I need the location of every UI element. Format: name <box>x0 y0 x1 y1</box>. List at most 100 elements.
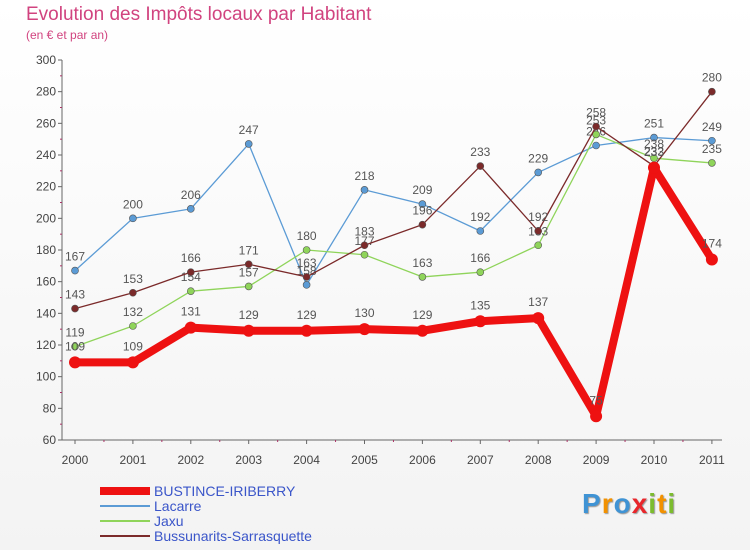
data-label: 135 <box>470 298 490 312</box>
x-tick-label: 2002 <box>177 453 204 467</box>
legend-swatch <box>100 505 150 507</box>
data-label: 163 <box>412 256 432 270</box>
data-point <box>708 136 716 145</box>
data-point <box>360 241 369 250</box>
data-point <box>302 246 311 254</box>
data-point <box>300 324 313 337</box>
data-point <box>360 186 369 194</box>
data-label: 238 <box>644 137 664 151</box>
data-label: 153 <box>123 272 143 286</box>
data-label: 163 <box>297 256 317 270</box>
data-label: 171 <box>239 243 259 257</box>
legend-swatch <box>100 520 150 522</box>
data-label: 232 <box>644 145 664 159</box>
x-tick-label: 2007 <box>467 453 494 467</box>
data-point <box>418 200 427 208</box>
data-label: 109 <box>123 339 143 353</box>
y-tick-label: 60 <box>43 433 57 447</box>
data-point <box>592 130 600 139</box>
data-label: 132 <box>123 305 143 319</box>
data-point <box>184 321 197 334</box>
data-point <box>71 342 79 351</box>
logo-letter: P <box>582 488 602 519</box>
x-tick-label: 2004 <box>293 453 320 467</box>
data-label: 137 <box>528 295 548 309</box>
data-label: 183 <box>354 224 374 238</box>
data-label: 258 <box>586 106 606 120</box>
data-point <box>708 87 716 96</box>
logo-letter: r <box>601 488 614 519</box>
data-point <box>129 288 137 297</box>
legend-swatch <box>100 487 150 495</box>
data-point <box>705 253 718 266</box>
data-point <box>648 161 660 174</box>
data-point <box>416 324 429 337</box>
series-line-bustince-iriberry <box>71 163 716 421</box>
data-label: 166 <box>470 251 490 265</box>
x-tick-label: 2009 <box>583 453 610 467</box>
y-tick-label: 180 <box>36 243 56 257</box>
x-tick-label: 2008 <box>525 453 552 467</box>
y-tick-label: 220 <box>36 180 56 194</box>
data-label: 109 <box>65 339 85 353</box>
x-tick-label: 2006 <box>409 453 436 467</box>
y-tick-label: 140 <box>36 306 56 320</box>
data-label: 119 <box>65 326 84 340</box>
data-label: 233 <box>470 145 490 159</box>
data-label: 167 <box>65 250 85 264</box>
y-tick-label: 120 <box>36 338 56 352</box>
x-tick-label: 2011 <box>699 453 725 467</box>
data-point <box>360 250 369 259</box>
data-label: 206 <box>181 188 201 202</box>
data-label: 235 <box>702 142 722 156</box>
series-line-jaxu <box>74 133 713 348</box>
y-tick-label: 260 <box>36 116 56 130</box>
data-point <box>244 282 253 291</box>
data-point <box>474 315 487 328</box>
data-label: 177 <box>354 234 374 248</box>
data-point <box>187 268 195 276</box>
data-label: 129 <box>412 308 432 322</box>
data-point <box>476 227 485 235</box>
data-point <box>476 162 485 170</box>
x-tick-label: 2001 <box>120 453 147 467</box>
data-point <box>302 273 311 281</box>
data-point <box>418 220 427 229</box>
data-point <box>532 312 545 325</box>
y-tick-label: 280 <box>36 85 56 99</box>
y-tick-label: 300 <box>36 53 56 67</box>
data-label: 200 <box>123 197 143 211</box>
logo-letter: i <box>667 488 677 519</box>
data-label: 166 <box>181 251 201 265</box>
data-label: 174 <box>702 237 722 251</box>
y-tick-label: 200 <box>36 211 56 225</box>
data-label: 129 <box>297 308 317 322</box>
x-tick-label: 2000 <box>62 453 89 467</box>
y-tick-label: 80 <box>43 401 57 415</box>
legend-label: BUSTINCE-IRIBERRY <box>154 483 296 499</box>
data-label: 131 <box>181 305 201 319</box>
data-label: 218 <box>354 169 374 183</box>
data-point <box>590 410 603 423</box>
data-point <box>708 159 716 167</box>
data-label: 180 <box>297 229 317 243</box>
x-tick-label: 2003 <box>235 453 262 467</box>
data-point <box>69 356 81 369</box>
data-label: 247 <box>239 123 259 137</box>
data-point <box>534 168 543 177</box>
data-label: 157 <box>239 265 259 279</box>
x-tick-label: 2010 <box>641 453 668 467</box>
data-label: 229 <box>528 151 548 165</box>
data-label: 129 <box>239 308 259 322</box>
logo-letter: t <box>657 488 668 519</box>
data-point <box>187 287 195 295</box>
data-point <box>126 356 139 369</box>
data-point <box>534 227 543 235</box>
data-point <box>71 266 79 275</box>
legend-label: Lacarre <box>154 498 202 514</box>
series-line-lacarre <box>74 136 713 286</box>
data-label: 192 <box>470 210 490 224</box>
data-label: 130 <box>354 306 374 320</box>
data-label: 143 <box>65 288 85 302</box>
